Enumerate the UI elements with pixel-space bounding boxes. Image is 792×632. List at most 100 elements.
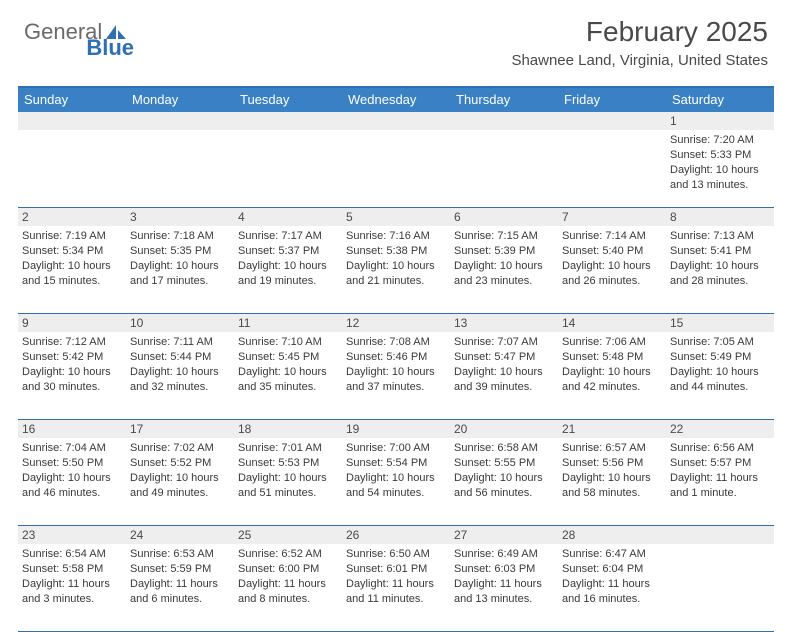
daylight-text: and 15 minutes. xyxy=(22,274,122,289)
sunset-text: Sunset: 5:33 PM xyxy=(670,148,770,163)
sunset-text: Sunset: 5:34 PM xyxy=(22,244,122,259)
day-number: 14 xyxy=(558,314,666,332)
daylight-text: Daylight: 10 hours xyxy=(22,471,122,486)
day-cell: Sunrise: 6:52 AMSunset: 6:00 PMDaylight:… xyxy=(234,544,342,631)
day-number: 12 xyxy=(342,314,450,332)
day-number: 6 xyxy=(450,208,558,226)
day-number: 27 xyxy=(450,526,558,544)
daylight-text: Daylight: 10 hours xyxy=(22,259,122,274)
sunrise-text: Sunrise: 6:50 AM xyxy=(346,547,446,562)
week-row: Sunrise: 7:04 AMSunset: 5:50 PMDaylight:… xyxy=(18,438,774,526)
day-number xyxy=(18,112,126,130)
daylight-text: and 13 minutes. xyxy=(670,178,770,193)
daynum-row: 232425262728 xyxy=(18,526,774,544)
daylight-text: Daylight: 11 hours xyxy=(130,577,230,592)
sunset-text: Sunset: 6:04 PM xyxy=(562,562,662,577)
daylight-text: Daylight: 10 hours xyxy=(670,163,770,178)
daylight-text: Daylight: 10 hours xyxy=(130,365,230,380)
daylight-text: and 51 minutes. xyxy=(238,486,338,501)
sunset-text: Sunset: 5:40 PM xyxy=(562,244,662,259)
sunrise-text: Sunrise: 6:47 AM xyxy=(562,547,662,562)
sunrise-text: Sunrise: 7:18 AM xyxy=(130,229,230,244)
sunset-text: Sunset: 6:00 PM xyxy=(238,562,338,577)
daylight-text: Daylight: 10 hours xyxy=(130,471,230,486)
sunrise-text: Sunrise: 7:12 AM xyxy=(22,335,122,350)
day-cell xyxy=(342,130,450,207)
sunrise-text: Sunrise: 6:58 AM xyxy=(454,441,554,456)
sunrise-text: Sunrise: 7:08 AM xyxy=(346,335,446,350)
daylight-text: and 46 minutes. xyxy=(22,486,122,501)
sunrise-text: Sunrise: 7:16 AM xyxy=(346,229,446,244)
day-cell: Sunrise: 6:57 AMSunset: 5:56 PMDaylight:… xyxy=(558,438,666,525)
daylight-text: Daylight: 10 hours xyxy=(454,365,554,380)
day-number: 4 xyxy=(234,208,342,226)
sunset-text: Sunset: 5:42 PM xyxy=(22,350,122,365)
sunset-text: Sunset: 5:57 PM xyxy=(670,456,770,471)
calendar: Sunday Monday Tuesday Wednesday Thursday… xyxy=(18,86,774,632)
sunset-text: Sunset: 6:01 PM xyxy=(346,562,446,577)
day-cell xyxy=(234,130,342,207)
daylight-text: and 35 minutes. xyxy=(238,380,338,395)
day-number: 24 xyxy=(126,526,234,544)
sunrise-text: Sunrise: 7:20 AM xyxy=(670,133,770,148)
sunset-text: Sunset: 5:59 PM xyxy=(130,562,230,577)
sunset-text: Sunset: 5:49 PM xyxy=(670,350,770,365)
sunrise-text: Sunrise: 7:04 AM xyxy=(22,441,122,456)
day-header-row: Sunday Monday Tuesday Wednesday Thursday… xyxy=(18,88,774,112)
sunrise-text: Sunrise: 7:11 AM xyxy=(130,335,230,350)
day-cell: Sunrise: 7:02 AMSunset: 5:52 PMDaylight:… xyxy=(126,438,234,525)
day-number: 7 xyxy=(558,208,666,226)
day-number: 9 xyxy=(18,314,126,332)
daynum-row: 9101112131415 xyxy=(18,314,774,332)
day-number xyxy=(666,526,774,544)
sunset-text: Sunset: 5:47 PM xyxy=(454,350,554,365)
daylight-text: and 19 minutes. xyxy=(238,274,338,289)
daylight-text: and 56 minutes. xyxy=(454,486,554,501)
daylight-text: and 32 minutes. xyxy=(130,380,230,395)
day-number: 23 xyxy=(18,526,126,544)
sunrise-text: Sunrise: 6:53 AM xyxy=(130,547,230,562)
day-number: 20 xyxy=(450,420,558,438)
daylight-text: Daylight: 10 hours xyxy=(670,259,770,274)
location-subtitle: Shawnee Land, Virginia, United States xyxy=(511,52,768,69)
day-number: 21 xyxy=(558,420,666,438)
day-cell: Sunrise: 7:11 AMSunset: 5:44 PMDaylight:… xyxy=(126,332,234,419)
daylight-text: Daylight: 10 hours xyxy=(562,259,662,274)
sunset-text: Sunset: 5:39 PM xyxy=(454,244,554,259)
day-number: 5 xyxy=(342,208,450,226)
sunset-text: Sunset: 5:46 PM xyxy=(346,350,446,365)
day-cell: Sunrise: 7:06 AMSunset: 5:48 PMDaylight:… xyxy=(558,332,666,419)
daylight-text: and 37 minutes. xyxy=(346,380,446,395)
day-cell: Sunrise: 6:49 AMSunset: 6:03 PMDaylight:… xyxy=(450,544,558,631)
day-cell: Sunrise: 6:53 AMSunset: 5:59 PMDaylight:… xyxy=(126,544,234,631)
day-cell: Sunrise: 7:19 AMSunset: 5:34 PMDaylight:… xyxy=(18,226,126,313)
sunrise-text: Sunrise: 7:13 AM xyxy=(670,229,770,244)
day-number: 8 xyxy=(666,208,774,226)
page-title: February 2025 xyxy=(511,16,768,48)
daylight-text: Daylight: 10 hours xyxy=(346,471,446,486)
day-header: Monday xyxy=(126,88,234,112)
day-number: 2 xyxy=(18,208,126,226)
daylight-text: and 44 minutes. xyxy=(670,380,770,395)
day-number: 1 xyxy=(666,112,774,130)
sunrise-text: Sunrise: 6:57 AM xyxy=(562,441,662,456)
daylight-text: and 26 minutes. xyxy=(562,274,662,289)
day-number xyxy=(234,112,342,130)
sunset-text: Sunset: 5:52 PM xyxy=(130,456,230,471)
day-header: Saturday xyxy=(666,88,774,112)
daylight-text: Daylight: 10 hours xyxy=(454,259,554,274)
day-cell: Sunrise: 7:08 AMSunset: 5:46 PMDaylight:… xyxy=(342,332,450,419)
sunrise-text: Sunrise: 6:52 AM xyxy=(238,547,338,562)
day-number: 22 xyxy=(666,420,774,438)
daylight-text: and 17 minutes. xyxy=(130,274,230,289)
daylight-text: and 1 minute. xyxy=(670,486,770,501)
day-cell: Sunrise: 7:10 AMSunset: 5:45 PMDaylight:… xyxy=(234,332,342,419)
daylight-text: Daylight: 10 hours xyxy=(238,259,338,274)
sunset-text: Sunset: 5:48 PM xyxy=(562,350,662,365)
day-header: Tuesday xyxy=(234,88,342,112)
day-number: 3 xyxy=(126,208,234,226)
sunset-text: Sunset: 5:55 PM xyxy=(454,456,554,471)
sunset-text: Sunset: 5:50 PM xyxy=(22,456,122,471)
day-number: 19 xyxy=(342,420,450,438)
day-cell xyxy=(450,130,558,207)
